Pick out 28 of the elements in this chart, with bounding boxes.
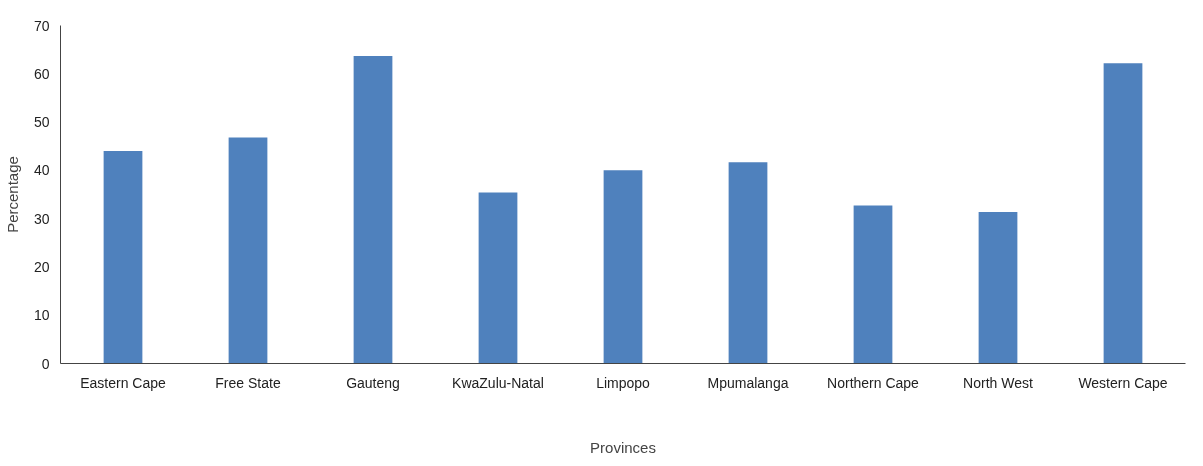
y-tick-label: 10 [33,307,50,324]
x-axis-title: Provinces [590,438,656,456]
x-tick-label: Eastern Cape [80,374,167,391]
bar [478,192,518,364]
x-tick-label: Gauteng [346,374,400,391]
bar [978,211,1018,364]
y-axis-title: Percentage [3,156,21,233]
y-tick-label: 30 [33,210,50,227]
x-tick-label: Northern Cape [827,374,920,391]
x-tick-label: Limpopo [596,374,651,391]
y-tick-label: 0 [41,355,50,372]
y-tick-label: 70 [33,17,50,34]
bar [1103,63,1143,364]
x-tick-label: KwaZulu-Natal [452,374,544,391]
y-tick-label: 50 [33,114,50,131]
bar [728,162,768,364]
y-tick-label: 20 [33,258,50,275]
y-tick-label: 40 [33,162,50,179]
x-tick-label: North West [963,374,1033,391]
bar [353,55,393,364]
y-tick-label: 60 [33,65,50,82]
bar [603,170,643,364]
bar [853,205,893,364]
x-tick-label: Free State [215,374,281,391]
bar [228,137,268,364]
bar [103,151,143,364]
x-tick-label: Mpumalanga [707,374,789,391]
x-tick-label: Western Cape [1078,374,1168,391]
